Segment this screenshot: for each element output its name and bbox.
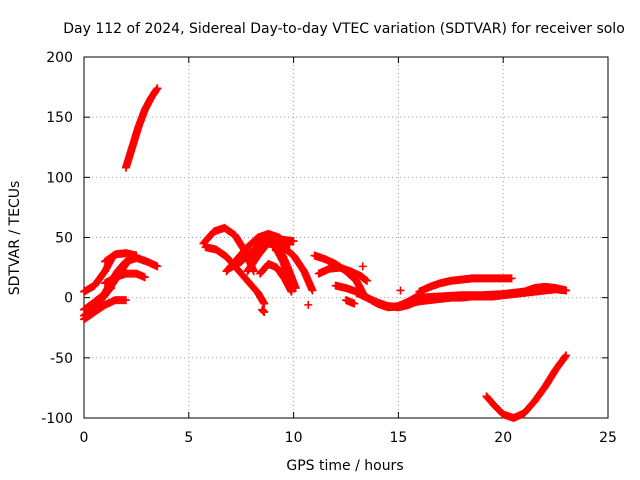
data-point [362,276,371,285]
y-tick-label: 200 [46,50,73,66]
data-point [140,273,149,282]
data-point [153,84,162,93]
data-point [561,352,570,361]
y-tick-label: 100 [46,170,73,186]
data-point [507,274,516,283]
data-point [562,286,571,295]
series-trace-18 [314,263,371,285]
data-point [358,262,367,271]
data-point [350,299,359,308]
x-axis-label: GPS time / hours [286,458,403,474]
series-trace-1 [121,84,162,172]
series-trace-26 [258,305,269,317]
data-point [289,237,298,246]
data-points [80,84,571,422]
data-point [304,300,313,309]
data-point [260,299,269,308]
data-point [121,296,130,305]
data-point [308,286,317,295]
chart-title: Day 112 of 2024, Sidereal Day-to-day VTE… [63,21,625,37]
data-point [153,262,162,271]
data-point [361,276,370,285]
series-trace-29 [396,286,405,295]
series-trace-28 [358,262,367,271]
y-tick-label: 0 [64,291,73,307]
y-axis-label: SDTVAR / TECUs [7,181,23,296]
y-tick-label: 150 [46,110,73,126]
series-trace-25 [482,351,571,422]
series-trace-8 [80,284,116,314]
x-tick-label: 20 [494,430,512,446]
plot-frame [83,56,609,419]
data-point [260,308,269,317]
y-tick-label: 50 [55,231,73,247]
series-trace-5 [100,249,141,266]
grid-lines [84,57,608,418]
series-trace-16 [256,259,296,296]
data-point [132,251,141,260]
x-tick-label: 10 [285,430,303,446]
series-trace-22 [415,274,516,296]
x-tick-label: 0 [80,430,89,446]
data-point [107,284,116,293]
series-trace-27 [304,300,313,309]
data-point [562,351,571,360]
x-tick-label: 25 [599,430,617,446]
x-tick-label: 15 [389,430,407,446]
series-trace-6 [100,269,149,288]
data-point [106,284,115,293]
series-trace-15 [268,243,317,295]
data-point [396,286,405,295]
y-tick-label: -100 [41,411,73,427]
x-tick-label: 5 [184,430,193,446]
series-trace-24 [415,282,571,302]
series-trace-7 [80,296,130,324]
data-point [287,287,296,296]
tick-labels: 0 5 10 15 20 25 -100 -50 0 50 100 150 200 [41,50,617,446]
series-trace-21 [342,296,359,308]
y-tick-label: -50 [50,351,73,367]
